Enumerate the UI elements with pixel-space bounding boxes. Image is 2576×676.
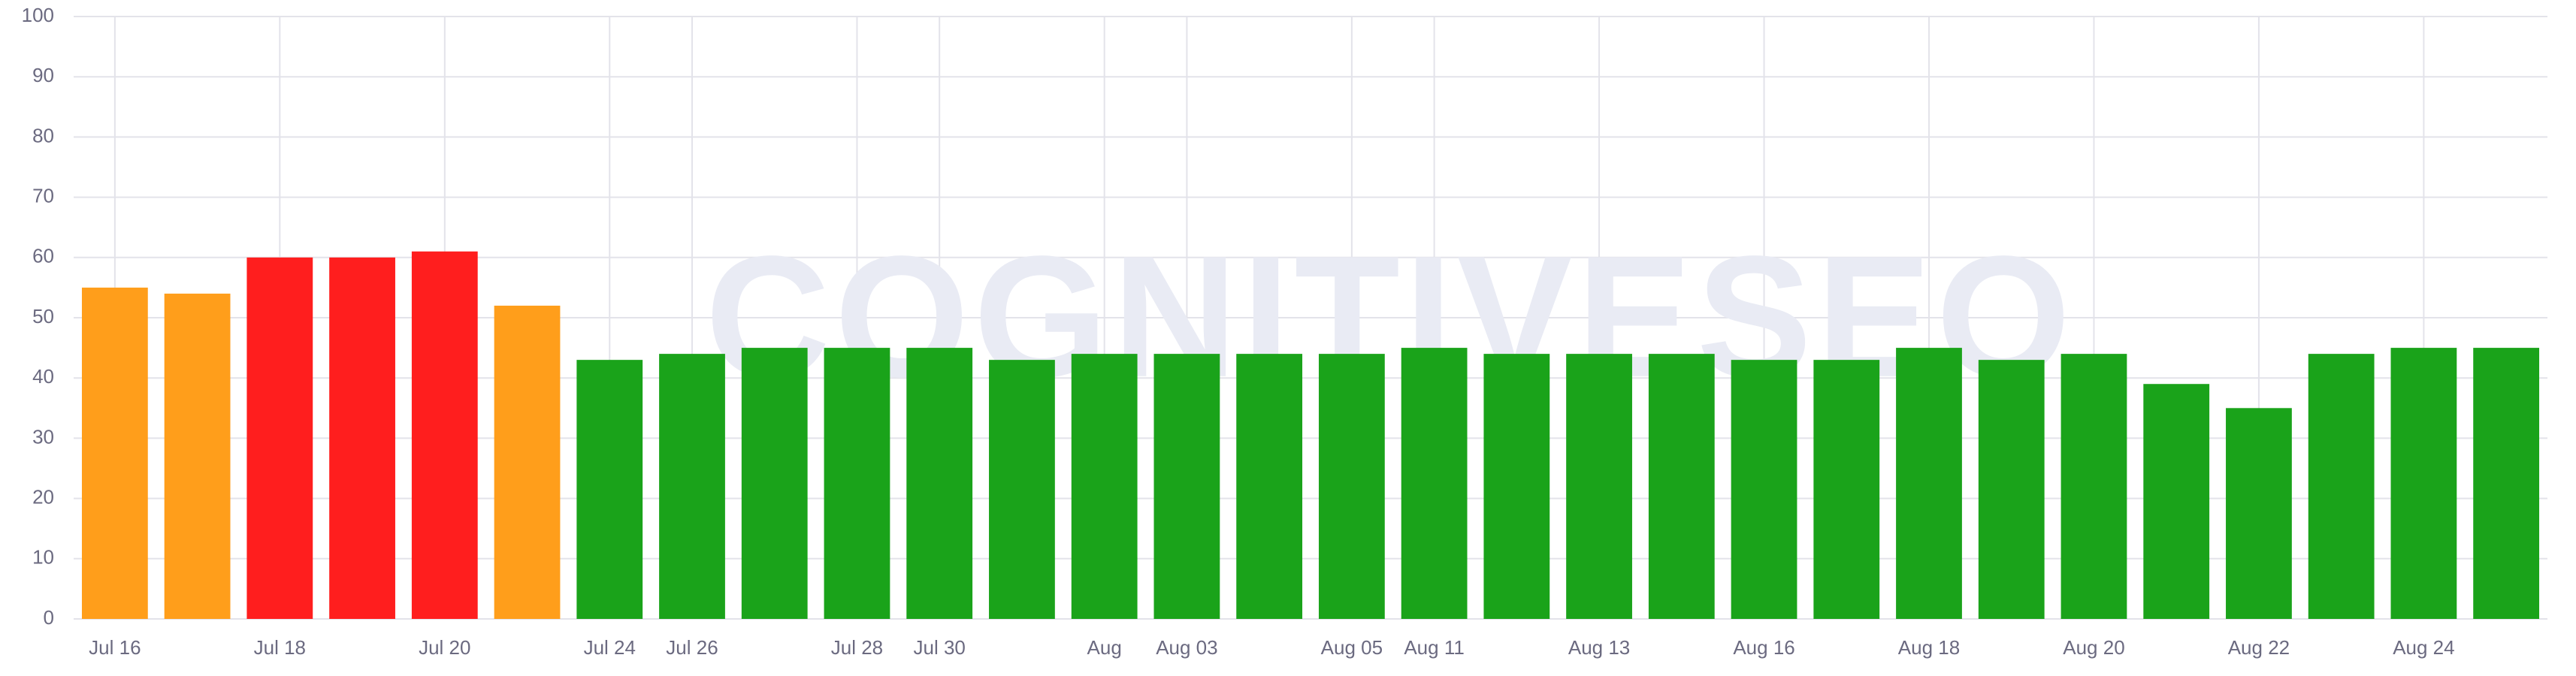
x-tick-label: Aug 03 xyxy=(1156,636,1217,659)
bar xyxy=(1648,354,1715,619)
y-tick-label: 80 xyxy=(32,124,54,146)
bar xyxy=(2226,408,2292,619)
bar xyxy=(2473,348,2540,619)
x-tick-label: Aug 13 xyxy=(1568,636,1630,659)
bar xyxy=(1978,360,2045,619)
x-tick-label: Aug 24 xyxy=(2393,636,2454,659)
y-tick-label: 30 xyxy=(32,425,54,448)
bar xyxy=(2143,384,2210,619)
x-tick-label: Aug 18 xyxy=(1898,636,1960,659)
bar xyxy=(1813,360,1880,619)
bar xyxy=(411,251,478,619)
bar xyxy=(329,257,395,619)
y-tick-label: 100 xyxy=(22,4,54,26)
y-tick-label: 90 xyxy=(32,64,54,86)
x-tick-label: Jul 26 xyxy=(666,636,718,659)
bar xyxy=(741,348,808,619)
bar xyxy=(2390,348,2457,619)
bar xyxy=(81,287,148,619)
bar xyxy=(1483,354,1550,619)
bar xyxy=(1071,354,1138,619)
y-tick-label: 40 xyxy=(32,365,54,388)
y-tick-label: 60 xyxy=(32,245,54,267)
x-tick-label: Jul 28 xyxy=(831,636,883,659)
y-tick-label: 70 xyxy=(32,184,54,207)
x-tick-label: Jul 30 xyxy=(914,636,966,659)
bar xyxy=(576,360,643,619)
x-tick-label: Aug xyxy=(1087,636,1122,659)
x-tick-label: Aug 11 xyxy=(1404,636,1464,659)
bar xyxy=(246,257,313,619)
bar xyxy=(659,354,725,619)
x-tick-label: Aug 05 xyxy=(1321,636,1383,659)
bar xyxy=(906,348,973,619)
x-tick-label: Jul 20 xyxy=(419,636,470,659)
bar xyxy=(1896,348,1962,619)
bar xyxy=(1566,354,1632,619)
bar xyxy=(1153,354,1220,619)
bar xyxy=(824,348,890,619)
x-tick-label: Aug 22 xyxy=(2228,636,2290,659)
bar xyxy=(1236,354,1303,619)
bar xyxy=(1401,348,1468,619)
bar xyxy=(1731,360,1797,619)
bar xyxy=(1318,354,1385,619)
x-tick-label: Jul 24 xyxy=(584,636,636,659)
x-tick-label: Aug 16 xyxy=(1733,636,1794,659)
bar xyxy=(494,305,561,619)
x-tick-label: Aug 20 xyxy=(2063,636,2124,659)
y-tick-label: 20 xyxy=(32,485,54,508)
y-tick-label: 0 xyxy=(44,606,54,629)
y-tick-label: 10 xyxy=(32,546,54,569)
x-tick-label: Jul 18 xyxy=(254,636,306,659)
x-tick-label: Jul 16 xyxy=(89,636,141,659)
bar xyxy=(989,360,1055,619)
bar xyxy=(2308,354,2375,619)
y-tick-label: 50 xyxy=(32,305,54,327)
bar xyxy=(2060,354,2127,619)
bar xyxy=(164,293,231,619)
